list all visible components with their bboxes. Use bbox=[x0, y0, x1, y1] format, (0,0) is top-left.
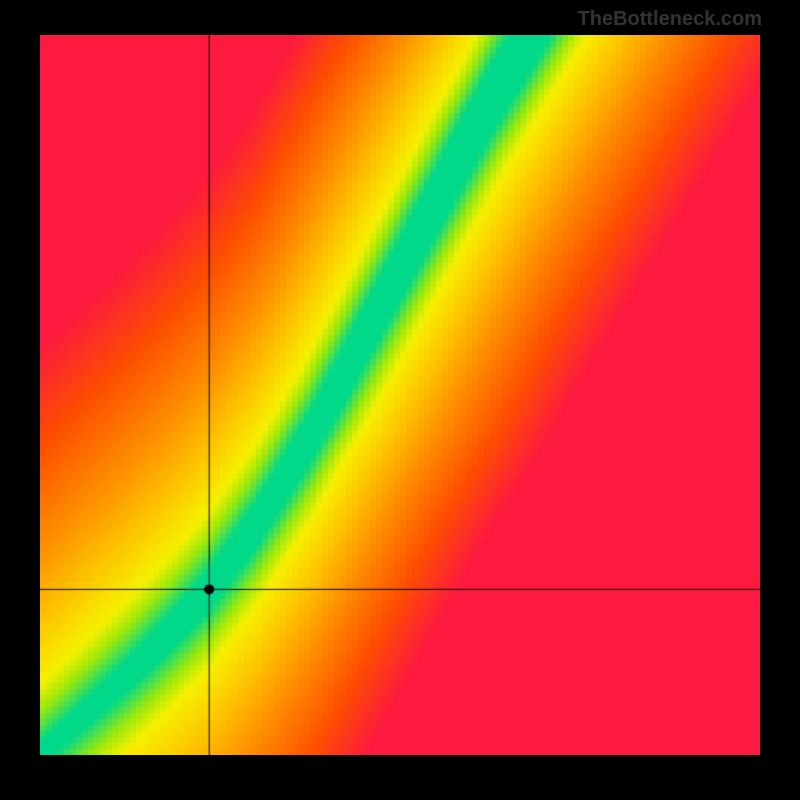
heatmap-chart bbox=[40, 35, 760, 755]
heatmap-canvas bbox=[40, 35, 760, 755]
chart-container: TheBottleneck.com bbox=[0, 0, 800, 800]
watermark-text: TheBottleneck.com bbox=[578, 8, 762, 31]
